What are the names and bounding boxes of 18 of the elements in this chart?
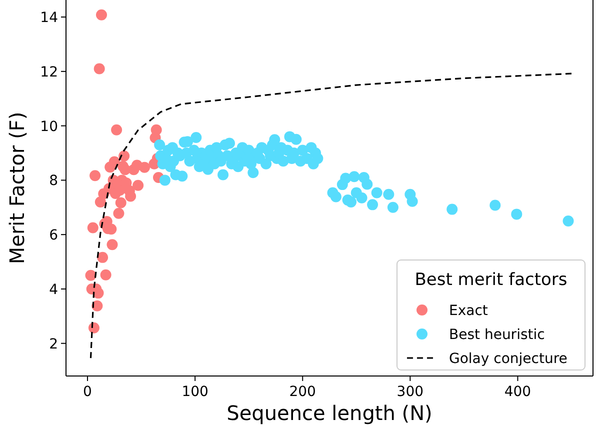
x-tick-label: 200 [289, 384, 316, 400]
y-tick-label: 10 [40, 118, 58, 135]
y-axis-title: Merit Factor (F) [5, 112, 29, 264]
legend-title: Best merit factors [414, 270, 568, 290]
legend-label: Golay conjecture [449, 351, 568, 367]
y-tick-label: 4 [49, 282, 58, 298]
x-axis-title: Sequence length (N) [226, 401, 432, 425]
y-tick-label: 12 [40, 64, 58, 80]
x-tick-label: 300 [396, 384, 424, 400]
x-tick-label: 400 [504, 384, 532, 400]
legend-label: Best heuristic [449, 327, 545, 343]
y-tick-label: 2 [49, 336, 58, 352]
y-tick-label: 8 [49, 173, 58, 190]
y-tick-label: 14 [40, 10, 58, 26]
x-tick-label: 0 [83, 384, 92, 400]
legend-label: Exact [449, 303, 488, 319]
y-tick-label: 6 [49, 228, 58, 244]
x-tick-label: 100 [182, 384, 208, 400]
